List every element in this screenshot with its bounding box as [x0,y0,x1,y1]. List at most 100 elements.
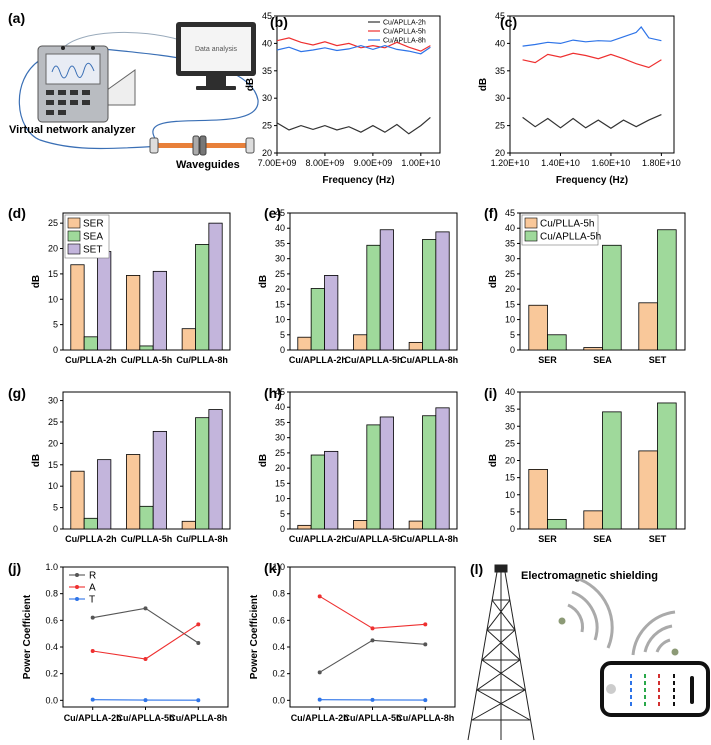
y-tick-label: 25 [505,438,515,448]
legend-marker [75,585,79,589]
x-tick-label: Cu/APLLA-8h [169,713,227,723]
y-tick-label: 25 [275,269,285,279]
legend-label: Cu/PLLA-5h [540,219,594,230]
panel-label-b: (b) [270,14,288,30]
y-tick-label: 20 [505,456,515,466]
legend-label: Cu/APLLA-2h [383,20,426,27]
bar-SEA-Cu/APLLA-5h [366,424,381,530]
bar-SET-Cu/APLLA-2h [324,275,339,351]
y-tick-label: 45 [505,208,515,218]
y-tick-label: 30 [262,93,272,103]
y-tick-label: 0 [280,345,285,355]
y-tick-label: 5 [510,507,515,517]
x-tick-label: 7.00E+09 [258,158,297,168]
x-axis-label: Frequency (Hz) [322,175,394,186]
y-tick-label: 5 [280,509,285,519]
y-tick-label: 0.8 [272,589,285,599]
panel-label-f: (f) [484,205,498,221]
x-tick-label: SET [649,534,667,544]
series-line-Cu/APLLA-8h [522,26,662,47]
y-tick-label: 30 [495,93,505,103]
x-tick-label: 8.00E+09 [306,158,345,168]
chart-e: (e)051015202530354045dBCu/APLLA-2hCu/APL… [258,205,458,365]
legend-label: SER [83,219,104,230]
y-tick-label: 10 [505,315,515,325]
bar-Cu/APLLA-5h-SER [547,334,567,351]
chart-b: (b) 20 25 30 35 40 45 dB 7.00E+09 8.00E+09 9.00E+0… [245,11,441,186]
y-tick-label: 30 [275,254,285,264]
y-tick-label: 45 [495,11,505,21]
rf-cable-left [18,59,161,150]
bar-SER-Cu/PLLA-8h [181,520,196,530]
y-tick-label: 40 [275,402,285,412]
point-A [370,626,375,631]
bar-SER-Cu/APLLA-2h [297,336,312,351]
x-tick-label: Cu/PLLA-8h [176,355,228,365]
bar-Cu/PLLA-5h-SEA [583,347,603,351]
y-tick-label: 30 [505,421,515,431]
phone-icon [600,661,710,717]
x-tick-label: Cu/APLLA-8h [396,713,454,723]
y-tick-label: 45 [275,208,285,218]
rf-cable-right [92,47,259,146]
y-tick-label: 0.6 [45,615,58,625]
bar-SER-Cu/APLLA-5h [353,520,368,530]
legend-label: T [89,595,95,606]
y-axis-label: dB [488,275,499,288]
bar-SET-Cu/PLLA-2h [97,251,112,351]
point-R [317,670,322,675]
transmission-tower-icon [467,564,535,741]
y-tick-label: 45 [275,387,285,397]
y-tick-label: 5 [53,503,58,513]
x-tick-label: Cu/PLLA-2h [65,534,117,544]
y-tick-label: 40 [262,38,272,48]
monitor-text: Data analysis [195,46,238,53]
monitor-icon: Data analysis [176,22,256,90]
y-tick-label: 0.4 [45,642,58,652]
schematic-panel: (a) Data analysis Virtual network an [8,10,259,171]
series-line-Cu/APLLA-5h [276,37,431,52]
y-tick-label: 1.0 [272,562,285,572]
legend-swatch [67,243,81,255]
y-tick-label: 15 [275,478,285,488]
y-tick-label: 0 [53,345,58,355]
waveguide-label: Waveguides [176,159,240,171]
point-A [317,594,322,599]
plot-frame [509,15,675,154]
chart-j: (j) 0.0 0.2 0.4 0.6 0.8 1.0 Power Coefficient Cu… [8,560,229,723]
point-R [370,638,375,643]
panel-label-l: (l) [470,561,483,577]
panel-label-i: (i) [484,385,497,401]
point-A [143,657,148,661]
y-tick-label: 15 [505,299,515,309]
bar-SET-Cu/APLLA-8h [435,231,450,351]
legend-label: A [89,583,96,594]
x-tick-label: SET [649,355,667,365]
y-tick-label: 0 [510,524,515,534]
y-tick-label: 0 [53,524,58,534]
bar-SEA-Cu/APLLA-2h [310,288,325,351]
y-tick-label: 0.0 [45,695,58,705]
legend-label: SET [83,245,102,256]
y-tick-label: 30 [48,396,58,406]
y-tick-label: 5 [53,320,58,330]
chart-c: (c) 20 25 30 35 40 45 dB 1.20E+10 1.40E+10 1.60E+1… [478,11,681,186]
bar-SER-Cu/PLLA-5h [126,275,141,351]
bar-SET-Cu/PLLA-5h [152,270,167,351]
x-tick-label: Cu/APLLA-5h [117,713,175,723]
x-tick-label: Cu/PLLA-2h [65,355,117,365]
x-tick-label: Cu/APLLA-2h [291,713,349,723]
bar-SER-Cu/PLLA-8h [181,328,196,351]
legend-swatch [67,230,81,242]
y-axis-label: dB [31,454,42,467]
point-R [143,606,148,611]
y-tick-label: 40 [495,38,505,48]
x-tick-label: Cu/APLLA-5h [345,355,403,365]
bar-Cu/PLLA-5h-SER [528,304,548,351]
bar-SET-Cu/PLLA-5h [152,430,167,530]
y-tick-label: 40 [505,387,515,397]
plot-frame [289,566,456,708]
bar-SEA-Cu/APLLA-8h [422,239,437,351]
y-tick-label: 25 [48,218,58,228]
y-tick-label: 0.2 [272,669,285,679]
